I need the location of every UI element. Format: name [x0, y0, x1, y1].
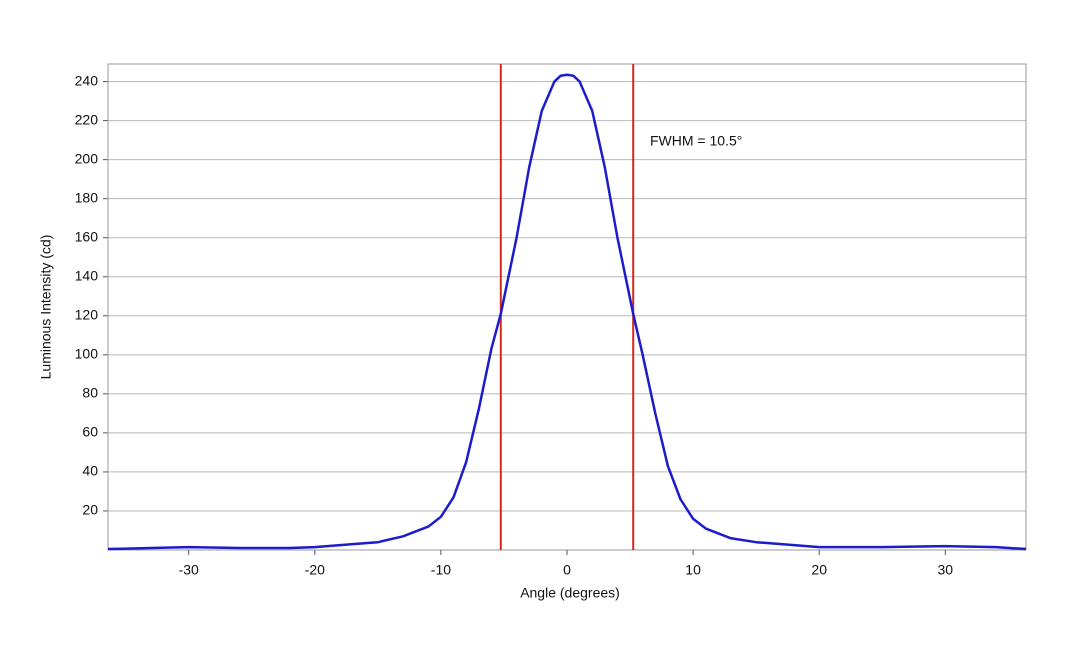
y-tick-label: 240	[75, 72, 99, 88]
y-tick-label: 120	[75, 306, 99, 322]
y-tick-label: 40	[82, 463, 98, 479]
y-axis-label: Luminous Intensity (cd)	[38, 235, 54, 380]
x-tick-label: -10	[431, 562, 451, 578]
annotation: FWHM = 10.5°	[650, 133, 742, 149]
y-tick-label: 140	[75, 267, 99, 283]
x-tick-label: 10	[685, 562, 701, 578]
x-tick-label: 0	[563, 562, 571, 578]
y-tick-label: 160	[75, 228, 99, 244]
x-tick-label: -30	[179, 562, 199, 578]
x-tick-label: 30	[938, 562, 954, 578]
y-tick-label: 100	[75, 346, 99, 362]
x-axis-label: Angle (degrees)	[520, 585, 620, 601]
y-tick-label: 180	[75, 189, 99, 205]
y-tick-label: 200	[75, 150, 99, 166]
y-tick-label: 80	[82, 385, 98, 401]
curve	[107, 73, 1027, 551]
y-tick-label: 60	[82, 424, 98, 440]
x-tick-label: 20	[811, 562, 827, 578]
plot-border	[107, 63, 1027, 551]
y-tick-label: 20	[82, 502, 98, 518]
y-tick-label: 220	[75, 111, 99, 127]
x-tick-label: -20	[305, 562, 325, 578]
